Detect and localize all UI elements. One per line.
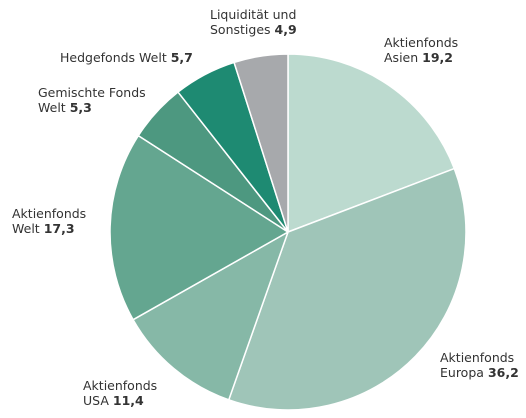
pie-slice [233,53,289,233]
label-line: Sonstiges [210,22,271,37]
slice-label: Aktienfonds Welt 17,3 [12,206,86,236]
label-line: Welt [12,221,40,236]
pie-slice [227,167,467,411]
label-line: Europa [440,365,484,380]
label-line: Asien [384,50,418,65]
label-line: Welt [38,100,66,115]
value-label: 19,2 [422,50,453,65]
value-label: 17,3 [44,221,75,236]
label-line: USA [83,393,109,408]
label-line: Aktienfonds [384,35,458,50]
pie-slice [287,53,456,234]
value-label: 11,4 [113,393,144,408]
label-line: Aktienfonds [440,350,514,365]
label-line: Liquidität und [210,7,296,22]
label-line: Aktienfonds [83,378,157,393]
value-label: 5,3 [70,100,92,115]
label-line: Gemischte Fonds [38,85,146,100]
slice-label: Aktienfonds USA 11,4 [83,378,157,408]
pie-slice [109,134,290,321]
slice-label: Aktienfonds Europa 36,2 [440,350,519,380]
value-label: 5,7 [171,50,193,65]
label-line: Hedgefonds Welt [60,50,167,65]
label-line: Aktienfonds [12,206,86,221]
slice-label: Aktienfonds Asien 19,2 [384,35,458,65]
slice-label: Hedgefonds Welt 5,7 [60,50,193,65]
value-label: 4,9 [275,22,297,37]
slice-label: Gemischte Fonds Welt 5,3 [38,85,146,115]
pie-slice [132,230,290,401]
value-label: 36,2 [488,365,519,380]
slice-label: Liquidität und Sonstiges 4,9 [210,7,297,37]
